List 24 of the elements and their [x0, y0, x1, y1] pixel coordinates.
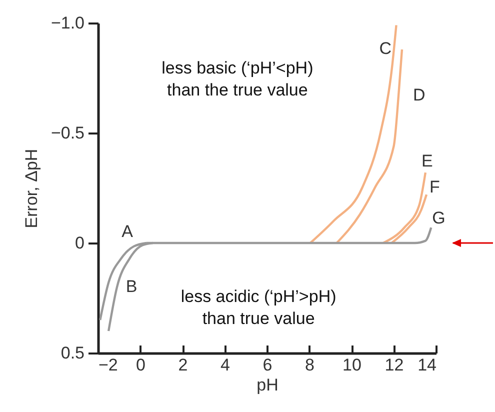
- x-tick-label: 6: [262, 356, 272, 374]
- x-tick-label: 2: [178, 356, 188, 374]
- x-tick-label: 14: [418, 356, 436, 374]
- series-label: D: [412, 85, 426, 104]
- x-tick-label: 0: [136, 356, 146, 374]
- series-label: G: [432, 208, 446, 228]
- x-tick-label: 8: [305, 356, 314, 374]
- y-tick-label: 0.5: [60, 344, 84, 362]
- y-tick-label: −1.0: [50, 14, 84, 32]
- series-label: E: [421, 152, 433, 171]
- series-label: F: [429, 178, 440, 197]
- annotation: less basic (‘pH’<pH) than the true value: [162, 58, 314, 100]
- y-tick-label: −0.5: [50, 124, 84, 142]
- series-label: B: [126, 277, 138, 296]
- x-tick-label: −2: [98, 356, 118, 374]
- y-axis-title: Error, ΔpH: [22, 148, 41, 228]
- x-tick-label: 10: [342, 356, 362, 374]
- series-label: C: [379, 39, 392, 58]
- y-tick-label: 0: [75, 234, 84, 252]
- series-label: A: [122, 222, 134, 241]
- x-tick-label: 4: [220, 356, 230, 374]
- annotation: less acidic (‘pH’>pH) than true value: [180, 287, 336, 328]
- x-axis-title: pH: [256, 376, 278, 394]
- x-tick-label: 12: [384, 356, 404, 374]
